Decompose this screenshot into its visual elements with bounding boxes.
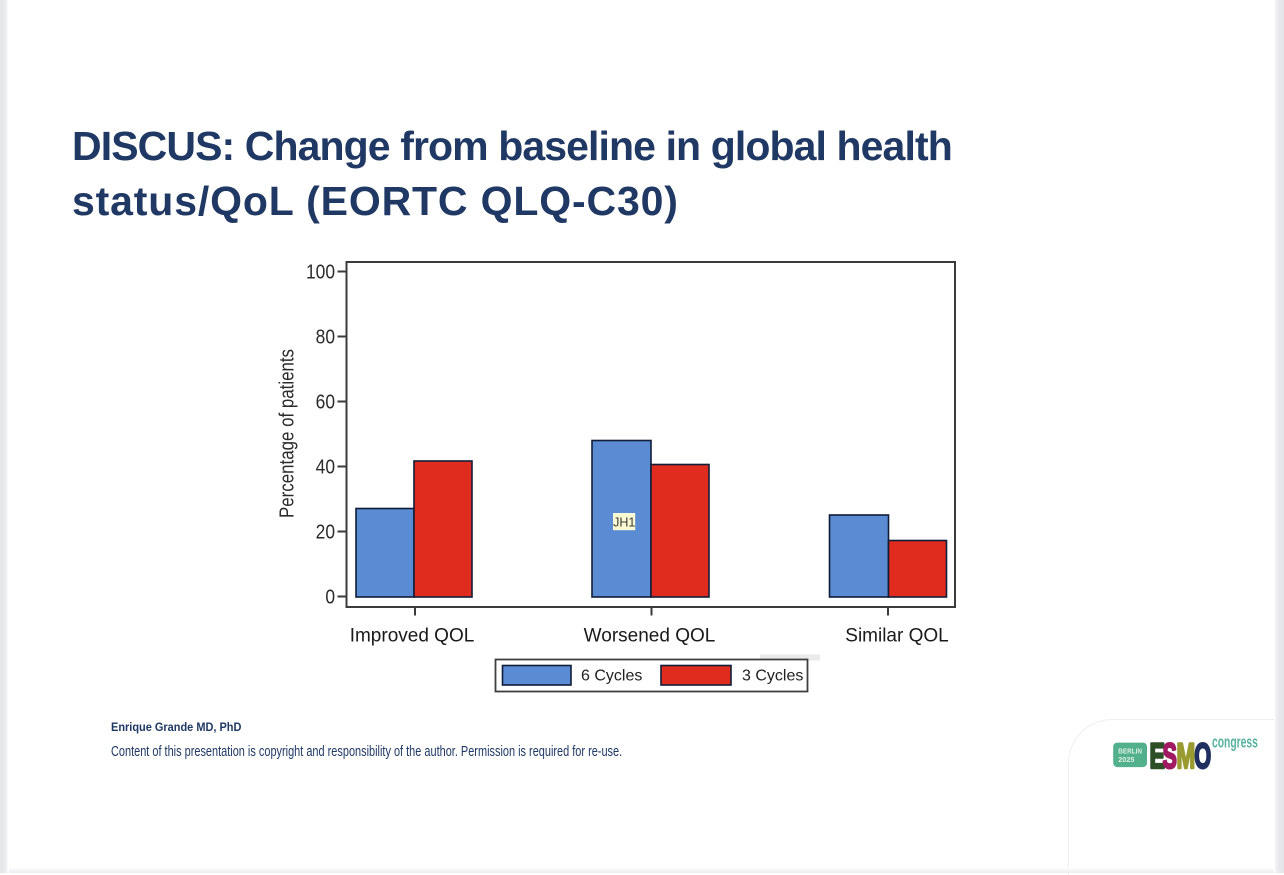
svg-text:M: M (1177, 737, 1196, 776)
svg-text:2025: 2025 (1118, 755, 1134, 764)
svg-text:BERLIN: BERLIN (1118, 748, 1142, 756)
svg-text:100: 100 (306, 260, 335, 282)
svg-text:3 Cycles: 3 Cycles (742, 668, 803, 685)
svg-text:6 Cycles: 6 Cycles (581, 668, 642, 685)
svg-text:E: E (1150, 737, 1166, 776)
svg-text:Improved QOL: Improved QOL (350, 626, 475, 647)
svg-text:JH1: JH1 (613, 516, 635, 530)
svg-text:0: 0 (325, 585, 335, 607)
svg-text:O: O (1194, 736, 1211, 776)
svg-text:Percentage of patients: Percentage of patients (275, 349, 298, 518)
svg-text:60: 60 (316, 390, 335, 412)
svg-text:20: 20 (316, 520, 335, 542)
svg-text:80: 80 (316, 325, 335, 347)
svg-text:congress: congress (1212, 732, 1258, 751)
svg-text:Worsened QOL: Worsened QOL (584, 626, 716, 647)
svg-text:40: 40 (316, 455, 335, 477)
svg-text:S: S (1163, 737, 1177, 776)
svg-text:Similar QOL: Similar QOL (845, 626, 948, 647)
